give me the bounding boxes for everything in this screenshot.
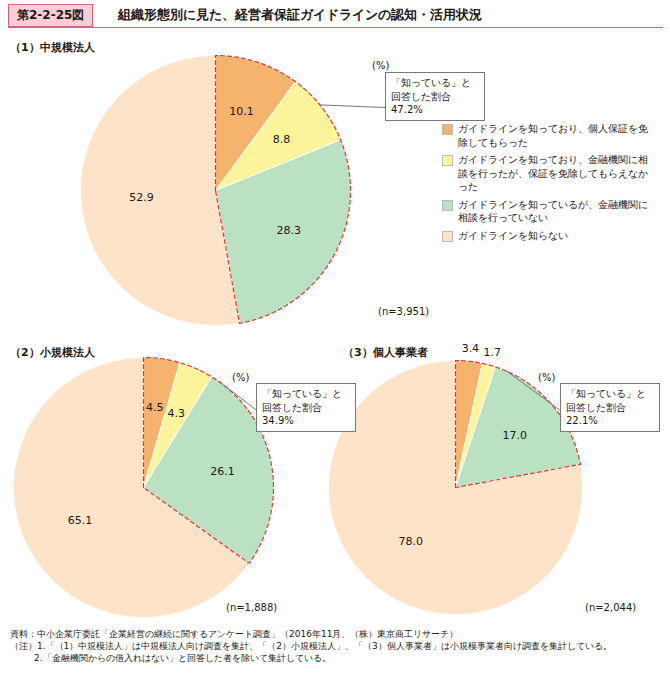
- html-text:ガイドラインを知っているが、金融機関に相談を行っていない: ガイドラインを知っているが、金融機関に相談を行っていない: [458, 198, 648, 223]
- html-text:資料：中小企業庁委託「企業経営の継続に関するアンケート調査」: 資料：中小企業庁委託「企業経営の継続に関するアンケート調査」（2016年11月、…: [10, 629, 459, 639]
- html-text:（3）個人事業者: （3）個人事業者: [343, 346, 428, 359]
- html-text:（2）小規模法人: （2）小規模法人: [10, 346, 95, 359]
- html-text:「知っている」と 回答した割合22.1%: 「知っている」と 回答した割合22.1%: [566, 388, 646, 426]
- html-text:ガイドラインを知っており、個人保証を免除してもらった: ガイドラインを知っており、個人保証を免除してもらった: [458, 123, 648, 148]
- svg-text:4.3: 4.3: [167, 407, 185, 420]
- svg-text:1.7: 1.7: [484, 346, 502, 359]
- svg-text:3.4: 3.4: [462, 342, 480, 355]
- svg-text:28.3: 28.3: [277, 224, 302, 237]
- svg-text:78.0: 78.0: [399, 535, 424, 548]
- html-text:組織形態別に見た、経営者保証ガイドラインの認知・活用状況: 組織形態別に見た、経営者保証ガイドラインの認知・活用状況: [118, 7, 482, 22]
- svg-text:8.8: 8.8: [273, 133, 291, 146]
- html-text:(n=3,951): (n=3,951): [378, 306, 430, 317]
- svg-text:10.1: 10.1: [229, 104, 254, 117]
- html-text:ガイドラインを知っており、金融機関に相談を行ったが、保証を免: ガイドラインを知っており、金融機関に相談を行ったが、保証を免除してもらえなかった: [458, 154, 648, 192]
- html-text:2.「金融機関からの借入れはない」と回答した者を除いて集計し: 2.「金融機関からの借入れはない」と回答した者を除いて集計している。: [34, 653, 331, 664]
- html-text:（注）1.「（1）中規模法人」は中規模法人向け調査を集計、「: （注）1.「（1）中規模法人」は中規模法人向け調査を集計、「（2）小規模法人」、…: [10, 641, 612, 652]
- html-text:(n=2,044): (n=2,044): [585, 602, 637, 613]
- svg-text:65.1: 65.1: [68, 514, 93, 527]
- svg-text:52.9: 52.9: [129, 191, 154, 204]
- html-text:(n=1,888): (n=1,888): [226, 602, 278, 613]
- html-text:「知っている」と 回答した割合47.2%: 「知っている」と 回答した割合47.2%: [391, 77, 471, 115]
- html-text:（1）中規模法人: （1）中規模法人: [10, 41, 95, 54]
- html-text:「知っている」と 回答した割合34.9%: 「知っている」と 回答した割合34.9%: [262, 388, 342, 426]
- svg-text:4.5: 4.5: [146, 401, 164, 414]
- svg-text:26.1: 26.1: [210, 465, 235, 478]
- svg-text:17.0: 17.0: [503, 429, 528, 442]
- html-text:ガイドラインを知らない: ガイドラインを知らない: [458, 229, 568, 241]
- html-text:第2-2-25図: 第2-2-25図: [17, 8, 85, 22]
